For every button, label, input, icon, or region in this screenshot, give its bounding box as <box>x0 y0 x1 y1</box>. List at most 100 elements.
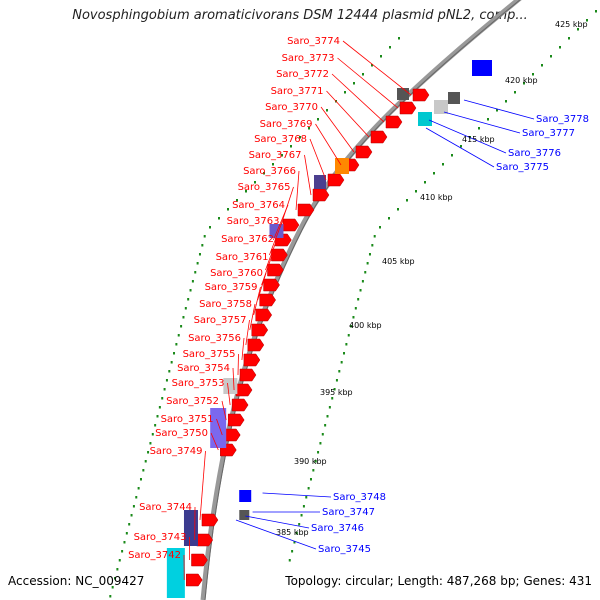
tick-mark <box>487 118 489 121</box>
leader-line <box>257 272 267 301</box>
leader-line <box>261 256 272 286</box>
tick-mark <box>442 163 444 166</box>
tick-mark <box>125 532 128 535</box>
tick-mark <box>293 541 296 544</box>
gene-label-forward: Saro_3755 <box>183 349 236 360</box>
gene-block <box>239 510 250 520</box>
gene-label-forward: Saro_3763 <box>227 216 280 227</box>
forward-gene <box>399 101 417 115</box>
tick-mark <box>135 496 138 499</box>
leader-line <box>295 170 300 211</box>
leader-line <box>245 515 310 529</box>
leader-line <box>237 353 239 376</box>
tick-mark <box>161 397 164 400</box>
tick-mark <box>347 334 350 337</box>
gene-block <box>397 88 409 100</box>
tick-mark <box>290 145 292 148</box>
tick-mark <box>354 307 357 310</box>
gene-block <box>472 60 492 76</box>
tick-mark <box>424 181 426 184</box>
tick-mark <box>198 253 201 256</box>
leader-line <box>216 418 223 436</box>
gene-label-reverse: Saro_3776 <box>508 148 561 159</box>
gene-label-forward: Saro_3743 <box>134 532 187 543</box>
tick-mark <box>343 352 346 355</box>
tick-mark <box>505 100 507 103</box>
leader-line <box>337 57 399 109</box>
tick-mark <box>201 244 204 247</box>
leader-line <box>273 204 289 241</box>
tick-mark <box>272 163 274 166</box>
tick-mark <box>317 451 320 454</box>
tick-mark <box>559 46 561 49</box>
tick-mark <box>308 127 310 130</box>
forward-gene <box>312 188 330 202</box>
forward-gene <box>251 323 269 337</box>
tick-mark <box>132 505 135 508</box>
tick-mark <box>550 55 552 58</box>
forward-gene <box>235 383 253 397</box>
leader-line <box>262 492 332 498</box>
tick-mark <box>532 73 534 76</box>
gene-block <box>448 92 460 104</box>
gene-label-forward: Saro_3754 <box>177 363 230 374</box>
tick-mark <box>496 109 498 112</box>
gene-label-forward: Saro_3760 <box>210 268 263 279</box>
tick-mark <box>362 73 364 76</box>
forward-gene <box>267 263 284 277</box>
forward-gene <box>259 293 276 307</box>
kbp-labels: 425 kbp 420 kbp 415 kbp 410 kbp 405 kbp 400 k… <box>276 20 588 537</box>
tick-mark <box>165 379 168 382</box>
tick-mark <box>111 586 114 589</box>
leader-line <box>342 40 412 96</box>
tick-mark <box>298 523 301 526</box>
tick-mark <box>314 460 317 463</box>
leader-line <box>326 90 370 138</box>
kbp-label: 405 kbp <box>382 257 415 266</box>
gene-label-reverse: Saro_3775 <box>496 162 549 173</box>
tick-mark <box>156 415 159 418</box>
forward-gene <box>370 130 388 144</box>
tick-mark <box>335 379 338 382</box>
tick-mark <box>317 118 319 121</box>
tick-mark <box>319 442 322 445</box>
tick-mark <box>309 478 312 481</box>
tick-mark <box>373 235 376 238</box>
kbp-label: 385 kbp <box>276 528 309 537</box>
kbp-label: 415 kbp <box>462 135 495 144</box>
forward-gene <box>255 308 273 322</box>
tick-mark <box>194 271 197 274</box>
forward-gene <box>327 173 345 187</box>
gene-block <box>166 548 185 598</box>
leader-line <box>221 400 227 421</box>
tick-mark <box>123 541 126 544</box>
tick-mark <box>263 172 265 175</box>
tick-mark <box>433 172 435 175</box>
forward-gene <box>227 413 245 427</box>
tick-mark <box>203 235 206 238</box>
gene-label-reverse: Saro_3746 <box>311 523 364 534</box>
leader-line <box>331 73 385 123</box>
tick-mark <box>196 262 199 265</box>
tick-mark <box>338 370 341 373</box>
leader-line <box>309 138 327 181</box>
tick-mark <box>586 19 588 22</box>
tick-mark <box>415 190 417 193</box>
tick-mark <box>114 577 117 580</box>
tick-mark <box>305 496 308 499</box>
kbp-label: 400 kbp <box>349 321 382 330</box>
tick-mark <box>300 514 303 517</box>
tick-mark <box>359 289 362 292</box>
tick-mark <box>361 280 364 283</box>
forward-gene <box>282 218 300 232</box>
tick-mark <box>302 505 305 508</box>
gene-label-forward: Saro_3749 <box>150 446 203 457</box>
gene-label-forward: Saro_3771 <box>271 86 324 97</box>
tick-mark <box>130 514 133 517</box>
gene-label-forward: Saro_3766 <box>243 166 296 177</box>
gene-block <box>434 100 448 114</box>
kbp-label: 395 kbp <box>320 388 353 397</box>
feature-track <box>166 60 492 598</box>
tick-mark <box>291 550 294 553</box>
gene-block <box>210 408 227 448</box>
